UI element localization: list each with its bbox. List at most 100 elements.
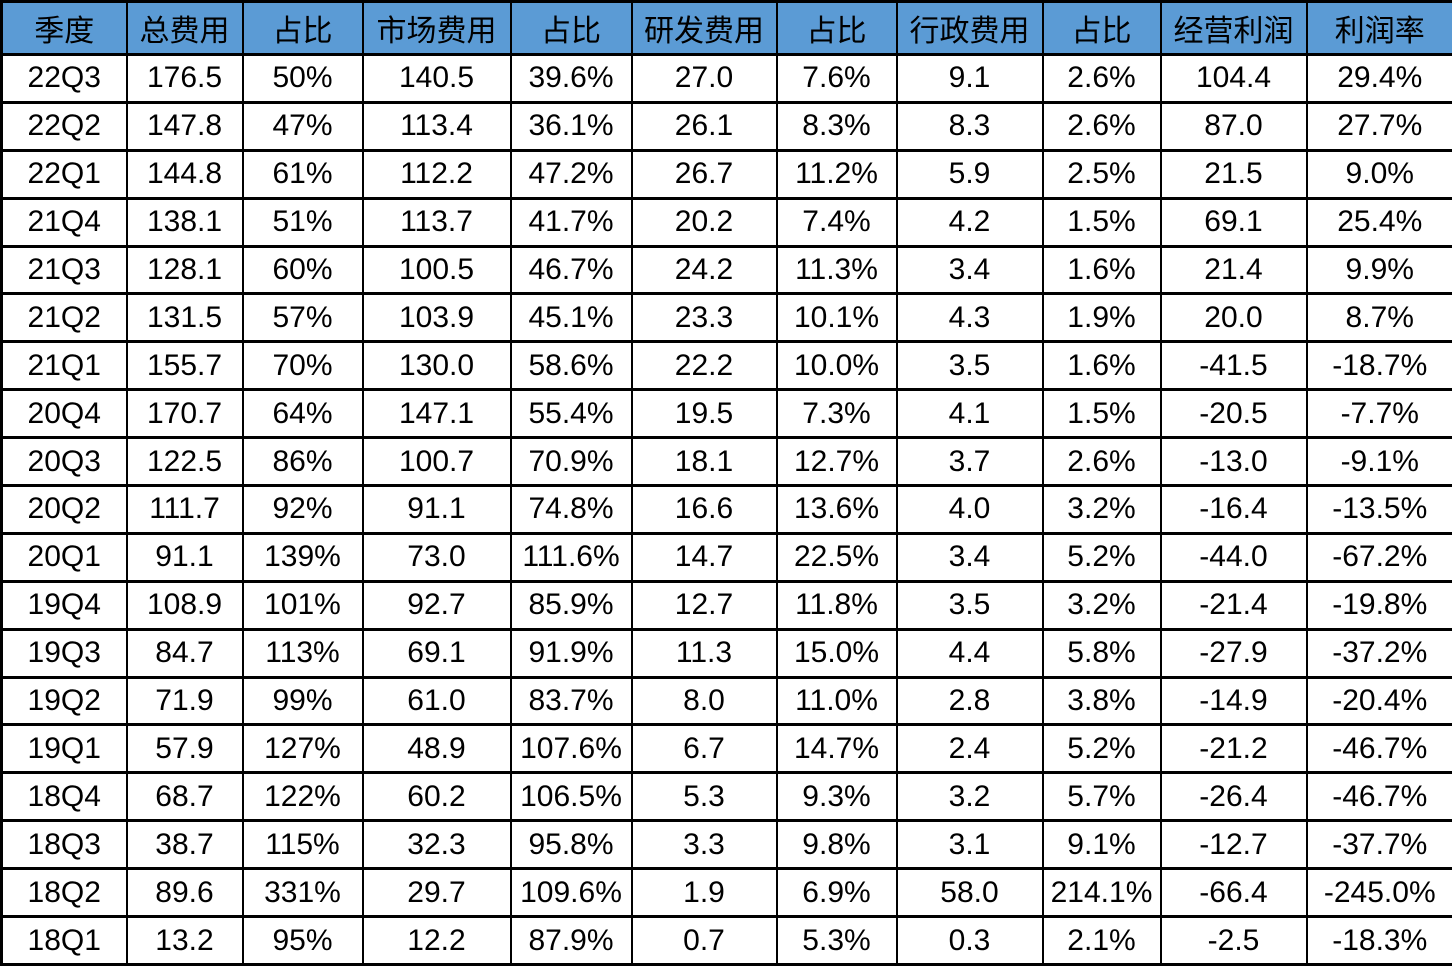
value-cell: -21.4 <box>1159 579 1308 631</box>
value-cell: 16.6 <box>630 484 778 535</box>
value-cell: 155.7 <box>125 340 244 392</box>
value-cell: 9.1% <box>1041 819 1162 871</box>
value-cell: 8.3 <box>895 100 1044 152</box>
value-cell: 1.6% <box>1041 340 1162 392</box>
value-cell: -26.4 <box>1159 771 1308 823</box>
value-cell: 61.0 <box>361 675 512 727</box>
value-cell: 71.9 <box>125 675 244 727</box>
value-cell: 13.2 <box>125 915 244 966</box>
value-cell: -19.8% <box>1305 579 1452 631</box>
value-cell: 101% <box>241 579 364 631</box>
value-cell: 144.8 <box>125 148 244 200</box>
value-cell: 2.4 <box>895 723 1044 775</box>
value-cell: 45.1% <box>509 292 633 344</box>
value-cell: 170.7 <box>125 388 244 440</box>
value-cell: 8.3% <box>775 100 898 152</box>
value-cell: 58.0 <box>895 867 1044 919</box>
table-row: 19Q2 71.9 99% 61.0 83.7% 8.0 11.0% 2.8 3.8% -14.9… <box>0 675 1452 727</box>
value-cell: 8.0 <box>630 675 778 727</box>
value-cell: 3.2% <box>1041 579 1162 631</box>
value-cell: 68.7 <box>125 771 244 823</box>
value-cell: 89.6 <box>125 867 244 919</box>
quarter-cell: 18Q1 <box>0 915 128 966</box>
value-cell: 50% <box>241 53 364 104</box>
value-cell: 2.5% <box>1041 148 1162 200</box>
value-cell: 115% <box>241 819 364 871</box>
quarter-cell: 18Q4 <box>0 771 128 823</box>
value-cell: 138.1 <box>125 196 244 248</box>
value-cell: 38.7 <box>125 819 244 871</box>
value-cell: 122% <box>241 771 364 823</box>
value-cell: 107.6% <box>509 723 633 775</box>
table-row: 22Q1 144.8 61% 112.2 47.2% 26.7 11.2% 5.9 2.5% 21… <box>0 148 1452 200</box>
value-cell: -27.9 <box>1159 627 1308 679</box>
value-cell: 3.5 <box>895 340 1044 392</box>
value-cell: 11.3 <box>630 627 778 679</box>
column-header-total-expense: 总费用 <box>125 0 244 56</box>
value-cell: 29.7 <box>361 867 512 919</box>
quarter-cell: 19Q4 <box>0 579 128 631</box>
value-cell: 11.0% <box>775 675 898 727</box>
value-cell: 113.7 <box>361 196 512 248</box>
value-cell: 214.1% <box>1041 867 1162 919</box>
value-cell: -7.7% <box>1305 388 1452 440</box>
value-cell: 1.5% <box>1041 388 1162 440</box>
value-cell: 4.4 <box>895 627 1044 679</box>
table-row: 18Q3 38.7 115% 32.3 95.8% 3.3 9.8% 3.1 9.1% -12.7… <box>0 819 1452 871</box>
value-cell: 122.5 <box>125 436 244 488</box>
quarter-cell: 22Q2 <box>0 100 128 152</box>
value-cell: 87.0 <box>1159 100 1308 152</box>
value-cell: -41.5 <box>1159 340 1308 392</box>
value-cell: 5.2% <box>1041 531 1162 583</box>
value-cell: 9.9% <box>1305 244 1452 296</box>
value-cell: 12.2 <box>361 915 512 966</box>
value-cell: 331% <box>241 867 364 919</box>
value-cell: 99% <box>241 675 364 727</box>
column-header-admin-expense: 行政费用 <box>895 0 1044 56</box>
value-cell: 128.1 <box>125 244 244 296</box>
value-cell: 139% <box>241 531 364 583</box>
value-cell: 5.3% <box>775 915 898 966</box>
value-cell: 83.7% <box>509 675 633 727</box>
value-cell: 1.5% <box>1041 196 1162 248</box>
value-cell: -37.7% <box>1305 819 1452 871</box>
value-cell: -14.9 <box>1159 675 1308 727</box>
value-cell: 91.1 <box>125 531 244 583</box>
value-cell: 24.2 <box>630 244 778 296</box>
value-cell: 3.5 <box>895 579 1044 631</box>
value-cell: 109.6% <box>509 867 633 919</box>
value-cell: 131.5 <box>125 292 244 344</box>
value-cell: 113.4 <box>361 100 512 152</box>
value-cell: 92% <box>241 484 364 535</box>
quarter-cell: 21Q1 <box>0 340 128 392</box>
value-cell: -16.4 <box>1159 484 1308 535</box>
value-cell: 100.5 <box>361 244 512 296</box>
value-cell: 51% <box>241 196 364 248</box>
value-cell: 5.3 <box>630 771 778 823</box>
value-cell: 111.6% <box>509 531 633 583</box>
value-cell: 26.7 <box>630 148 778 200</box>
column-header-quarter: 季度 <box>0 0 128 56</box>
quarter-cell: 20Q4 <box>0 388 128 440</box>
value-cell: 147.1 <box>361 388 512 440</box>
value-cell: -46.7% <box>1305 771 1452 823</box>
value-cell: 25.4% <box>1305 196 1452 248</box>
value-cell: 61% <box>241 148 364 200</box>
value-cell: 3.3 <box>630 819 778 871</box>
quarter-cell: 19Q3 <box>0 627 128 679</box>
value-cell: 3.4 <box>895 531 1044 583</box>
table-row: 22Q3 176.5 50% 140.5 39.6% 27.0 7.6% 9.1 2.6% 104… <box>0 53 1452 104</box>
value-cell: -66.4 <box>1159 867 1308 919</box>
value-cell: -44.0 <box>1159 531 1308 583</box>
quarter-cell: 21Q3 <box>0 244 128 296</box>
value-cell: 5.8% <box>1041 627 1162 679</box>
quarter-cell: 21Q4 <box>0 196 128 248</box>
value-cell: 70% <box>241 340 364 392</box>
quarter-cell: 22Q3 <box>0 53 128 104</box>
value-cell: 1.9% <box>1041 292 1162 344</box>
value-cell: 74.8% <box>509 484 633 535</box>
value-cell: 11.8% <box>775 579 898 631</box>
value-cell: 2.6% <box>1041 100 1162 152</box>
